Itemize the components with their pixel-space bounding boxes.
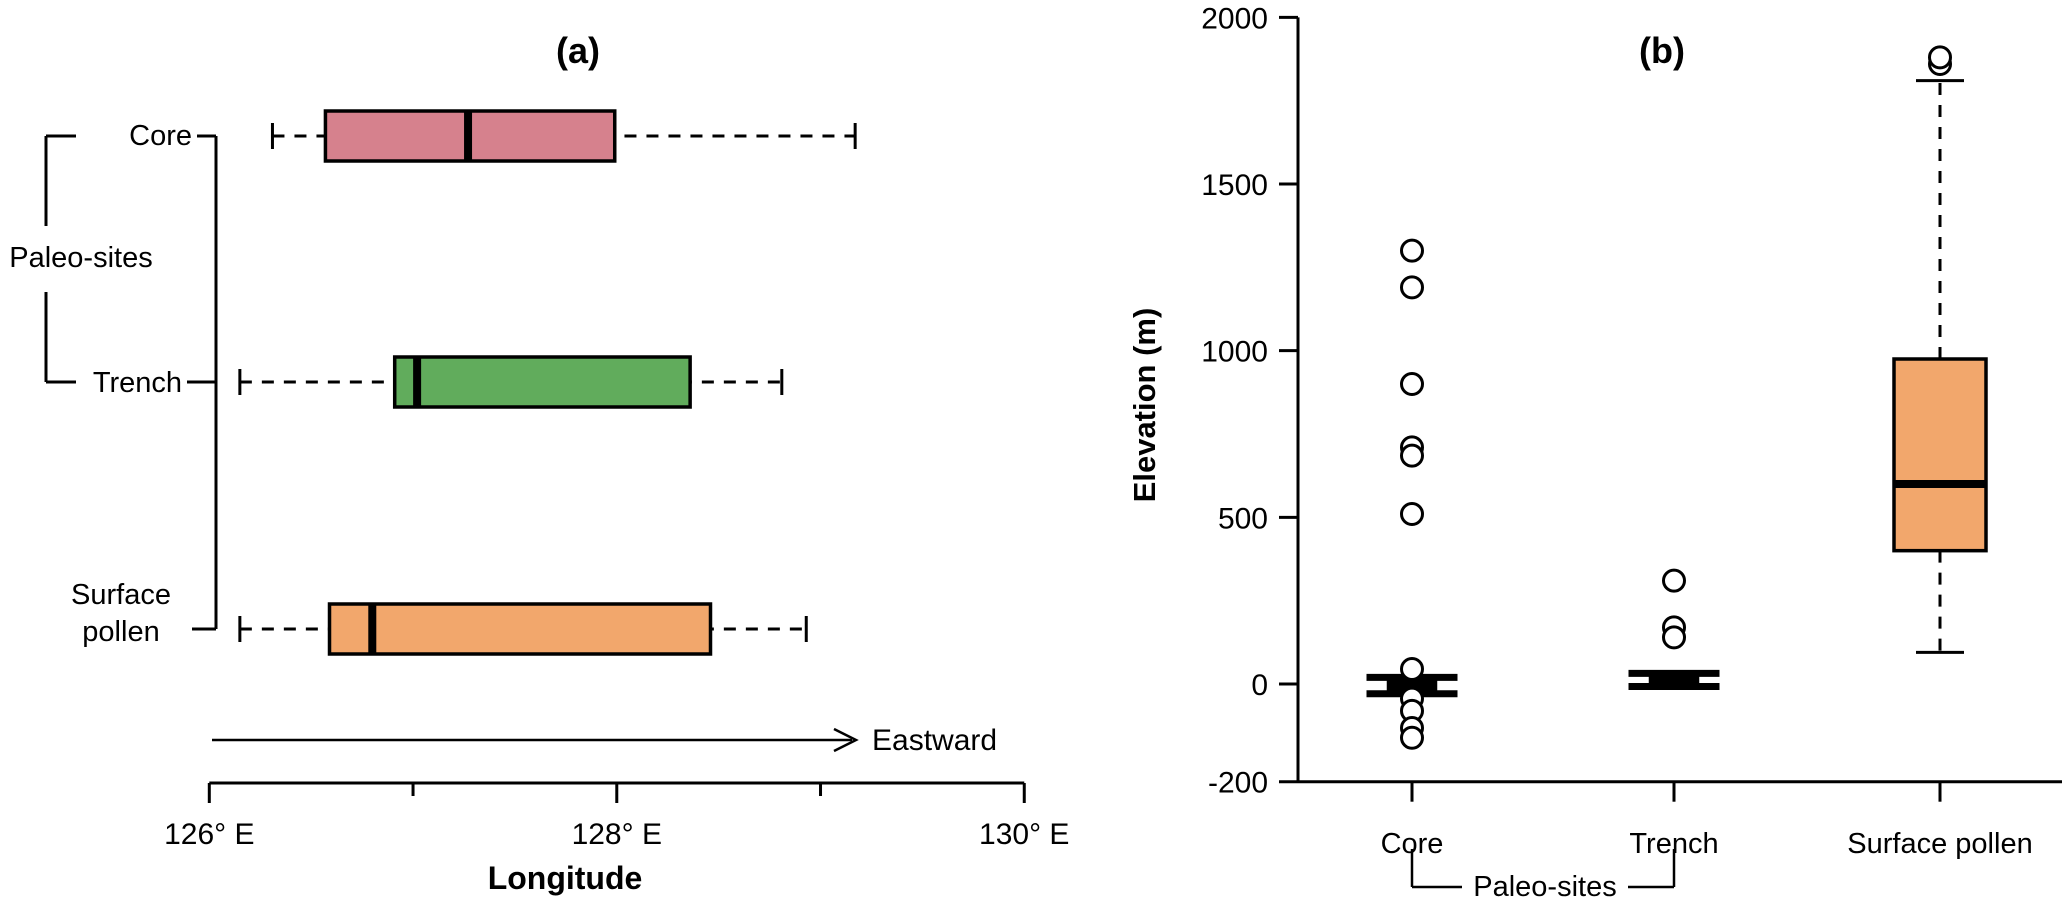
core-outlier-circle xyxy=(1400,502,1424,526)
panel-a-title: (a) xyxy=(556,30,600,71)
core-outlier-circle xyxy=(1400,372,1424,396)
category-label-surface-pollen-a: Surface pollen xyxy=(71,579,171,648)
y-axis-tick-label-b: 1500 xyxy=(1201,169,1268,202)
y-axis-tick-label-b: 0 xyxy=(1251,669,1268,702)
group-bracket-label-b: Paleo-sites xyxy=(1473,871,1617,903)
trench-outlier-circle xyxy=(1662,568,1686,593)
core-outlier-circle xyxy=(1400,275,1424,300)
category-label-surface-pollen-b: Surface pollen xyxy=(1847,828,2033,860)
panel-b-title: (b) xyxy=(1639,30,1685,71)
y-axis-tick-label-b: -200 xyxy=(1208,767,1268,800)
y-axis-tick-label-b: 1000 xyxy=(1201,336,1268,369)
group-bracket-label-a: Paleo-sites xyxy=(9,242,153,274)
category-label-core-a: Core xyxy=(129,120,192,152)
core-outlier-circle xyxy=(1400,238,1424,263)
x-axis-title-a: Longitude xyxy=(487,860,643,896)
y-axis-tick-label-b: 2000 xyxy=(1201,2,1268,35)
eastward-arrow-head xyxy=(833,727,859,753)
x-axis-tick-label-a: 126° E xyxy=(164,818,254,851)
surface-pollen-outlier-circle xyxy=(1928,45,1952,70)
core-outlier-circle xyxy=(1400,657,1424,681)
category-label-trench-b: Trench xyxy=(1629,828,1719,860)
eastward-arrow-label: Eastward xyxy=(872,724,998,757)
category-label-trench-a: Trench xyxy=(92,367,182,399)
trench-box-a xyxy=(392,355,692,409)
trench-outlier-circle xyxy=(1662,625,1686,650)
y-axis-tick-label-b: 500 xyxy=(1218,502,1268,535)
core-outlier-circle xyxy=(1400,443,1424,468)
x-axis-tick-label-a: 130° E xyxy=(979,818,1069,851)
core-outlier-circle xyxy=(1400,725,1424,750)
y-axis-title-b: Elevation (m) xyxy=(1127,307,1162,503)
surface-pollen-box-a xyxy=(327,602,713,656)
surface-pollen-box-b xyxy=(1892,357,1988,553)
x-axis-tick-label-a: 128° E xyxy=(572,818,662,851)
category-label-core-b: Core xyxy=(1380,828,1444,860)
